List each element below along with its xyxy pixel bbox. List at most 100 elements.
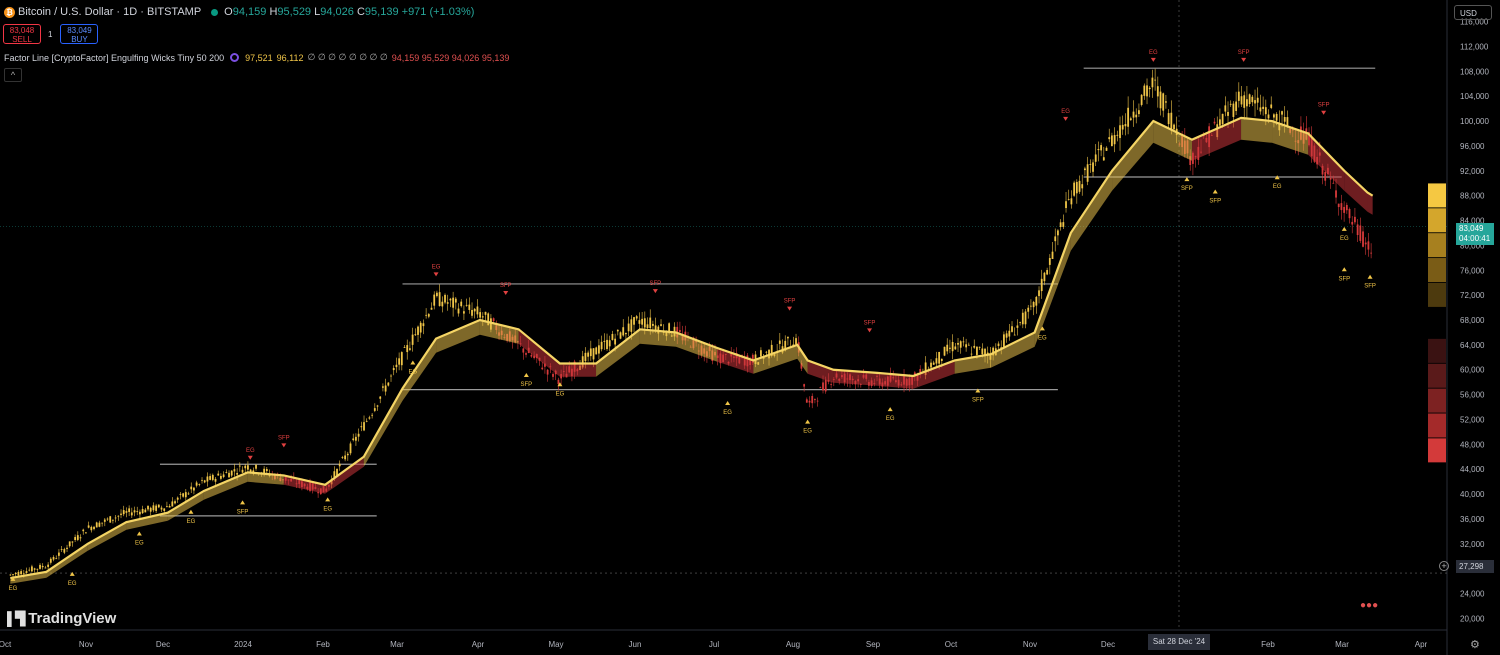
marker-arrow bbox=[1367, 274, 1373, 279]
y-tick-label: 108,000 bbox=[1460, 67, 1489, 76]
candle-body bbox=[641, 318, 644, 325]
candle-body bbox=[946, 344, 949, 352]
candle-body bbox=[122, 510, 125, 515]
candle-body bbox=[919, 368, 922, 373]
candle-body bbox=[1189, 156, 1192, 165]
candle-body bbox=[1324, 171, 1327, 181]
candle-body bbox=[932, 362, 935, 365]
candle-body bbox=[174, 501, 176, 504]
marker-label: EG bbox=[9, 586, 18, 592]
x-tick-label: Sep bbox=[866, 640, 881, 649]
y-tick-label: 44,000 bbox=[1460, 465, 1485, 474]
candle-body bbox=[433, 294, 436, 306]
candle-body bbox=[454, 298, 457, 303]
candle-body bbox=[168, 506, 171, 508]
candle-body bbox=[1256, 97, 1259, 103]
candle-body bbox=[1246, 99, 1248, 107]
candle-body bbox=[74, 537, 77, 540]
candle-body bbox=[765, 351, 768, 353]
candle-body bbox=[603, 340, 606, 342]
gauge-down-cell bbox=[1428, 363, 1446, 388]
candle-body bbox=[784, 340, 787, 351]
x-tick-label: Dec bbox=[156, 640, 170, 649]
candle-body bbox=[333, 471, 336, 478]
candle-body bbox=[187, 493, 190, 495]
candle-body bbox=[214, 478, 217, 482]
candle-body bbox=[1078, 180, 1081, 192]
currency-select[interactable]: USD bbox=[1454, 5, 1492, 20]
candle-body bbox=[822, 382, 824, 391]
candle-body bbox=[1237, 91, 1240, 101]
candle-body bbox=[465, 304, 468, 306]
candle-body bbox=[930, 362, 932, 368]
candle-body bbox=[344, 455, 347, 460]
collapse-legend-button[interactable]: ^ bbox=[4, 68, 22, 82]
gauge-down-cell bbox=[1428, 338, 1446, 363]
candle-body bbox=[541, 367, 544, 370]
bitcoin-logo-icon: ₿ bbox=[4, 6, 15, 18]
candle-body bbox=[1148, 87, 1151, 90]
candle-body bbox=[546, 369, 549, 375]
candle-body bbox=[71, 541, 74, 543]
candle-body bbox=[182, 493, 185, 497]
marker-label: EG bbox=[135, 541, 144, 547]
marker-label: SFP bbox=[864, 320, 876, 326]
add-alert-icon[interactable]: + bbox=[1439, 561, 1449, 571]
candle-body bbox=[643, 318, 646, 328]
marker-arrow bbox=[503, 291, 509, 296]
marker-arrow bbox=[433, 272, 439, 277]
candle-body bbox=[525, 353, 527, 355]
candle-body bbox=[803, 384, 806, 387]
candle-body bbox=[1283, 117, 1286, 122]
candle-body bbox=[1057, 230, 1059, 236]
ribbon-band bbox=[87, 522, 127, 551]
marker-label: SFP bbox=[784, 299, 796, 305]
candle-body bbox=[1273, 114, 1275, 118]
ribbon-band bbox=[1241, 117, 1273, 143]
marker-arrow bbox=[805, 419, 811, 424]
candle-body bbox=[633, 317, 635, 325]
marker-arrow bbox=[281, 443, 287, 448]
candle-body bbox=[417, 326, 419, 335]
candle-body bbox=[14, 573, 17, 575]
candle-body bbox=[87, 525, 90, 528]
candle-body bbox=[55, 558, 58, 560]
candle-body bbox=[1240, 96, 1243, 105]
candle-body bbox=[1151, 77, 1154, 88]
candle-body bbox=[1343, 206, 1346, 213]
x-tick-label: 2024 bbox=[234, 640, 252, 649]
symbol-title[interactable]: Bitcoin / U.S. Dollar · 1D · BITSTAMP bbox=[18, 6, 202, 18]
y-tick-label: 36,000 bbox=[1460, 515, 1485, 524]
x-tick-label: Mar bbox=[390, 640, 404, 649]
candle-body bbox=[1267, 114, 1270, 119]
x-tick-label: Apr bbox=[1415, 640, 1428, 649]
candle-body bbox=[1132, 111, 1135, 118]
candle-body bbox=[800, 363, 803, 369]
ribbon-band bbox=[676, 332, 718, 362]
candle-body bbox=[352, 438, 355, 441]
x-tick-label: Nov bbox=[79, 640, 93, 649]
candle-body bbox=[206, 476, 209, 482]
settings-gear-icon[interactable]: ⚙ bbox=[1470, 639, 1480, 651]
flags-icon[interactable]: ●●● bbox=[1360, 600, 1379, 611]
candle-body bbox=[760, 350, 762, 357]
indicator-legend[interactable]: Factor Line [CryptoFactor] Engulfing Wic… bbox=[4, 52, 509, 63]
tradingview-mark-icon: ▌▜ bbox=[7, 610, 25, 626]
candle-body bbox=[387, 382, 390, 386]
candle-body bbox=[1167, 113, 1170, 125]
candle-body bbox=[82, 529, 85, 532]
candle-body bbox=[193, 487, 195, 491]
candle-body bbox=[398, 358, 401, 365]
ribbon-band bbox=[167, 490, 204, 521]
sell-button[interactable]: 83,048 SELL bbox=[3, 24, 41, 44]
candle-body bbox=[951, 341, 954, 352]
candle-body bbox=[1038, 290, 1040, 297]
change-value: +971 (+1.03%) bbox=[401, 6, 475, 18]
candle-body bbox=[589, 348, 592, 357]
candle-body bbox=[522, 348, 525, 353]
marker-arrow bbox=[557, 382, 563, 387]
candle-body bbox=[336, 468, 338, 476]
candle-body bbox=[1046, 270, 1049, 275]
buy-button[interactable]: 83,049 BUY bbox=[60, 24, 99, 44]
